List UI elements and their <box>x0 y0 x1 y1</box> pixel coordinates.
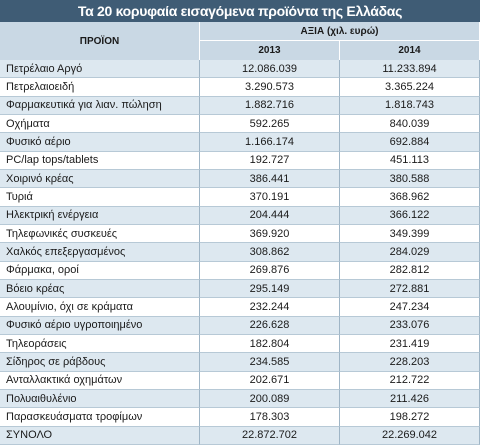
product-name: Αλουμίνιο, όχι σε κράματα <box>0 298 200 317</box>
value-2013: 178.303 <box>200 408 340 427</box>
value-2013: 3.290.573 <box>200 78 340 97</box>
product-name: PC/lap tops/tablets <box>0 151 200 170</box>
value-2013: 192.727 <box>200 151 340 170</box>
product-name: Χαλκός επεξεργασμένος <box>0 243 200 262</box>
value-2014: 451.113 <box>340 151 480 170</box>
value-2014: 11.233.894 <box>340 60 480 79</box>
value-2013: 12.086.039 <box>200 60 340 79</box>
value-2014: 272.881 <box>340 280 480 299</box>
value-2013: 204.444 <box>200 206 340 225</box>
product-name: Φυσικό αέριο <box>0 133 200 152</box>
product-name: Πετρελαιοειδή <box>0 78 200 97</box>
product-name: Παρασκευάσματα τροφίμων <box>0 408 200 427</box>
value-2014: 349.399 <box>340 225 480 244</box>
product-name: Φυσικό αέριο υγροποιημένο <box>0 316 200 335</box>
value-2014: 228.203 <box>340 353 480 372</box>
value-2014: 366.122 <box>340 206 480 225</box>
value-2013: 234.585 <box>200 353 340 372</box>
value-2013: 370.191 <box>200 188 340 207</box>
value-2014: 692.884 <box>340 133 480 152</box>
product-name: Ηλεκτρική ενέργεια <box>0 206 200 225</box>
product-name: Πετρέλαιο Αργό <box>0 60 200 79</box>
value-2014: 231.419 <box>340 335 480 354</box>
value-2013: 592.265 <box>200 115 340 134</box>
product-name: Χοιρινό κρέας <box>0 170 200 189</box>
value-2013: 1.166.174 <box>200 133 340 152</box>
year-header: 2014 <box>340 41 480 60</box>
value-2014: 282.812 <box>340 261 480 280</box>
product-name: Φαρμακευτικά για λιαν. πώληση <box>0 96 200 115</box>
value-2013: 202.671 <box>200 371 340 390</box>
value-2013: 386.441 <box>200 170 340 189</box>
product-name: Ανταλλακτικά οχημάτων <box>0 371 200 390</box>
value-2014: 368.962 <box>340 188 480 207</box>
product-name: Σίδηρος σε ράβδους <box>0 353 200 372</box>
value-2013: 269.876 <box>200 261 340 280</box>
value-2013: 232.244 <box>200 298 340 317</box>
product-name: ΣΥΝΟΛΟ <box>0 426 200 445</box>
value-2013: 182.804 <box>200 335 340 354</box>
value-2013: 22.872.702 <box>200 426 340 445</box>
product-name: Φάρμακα, οροί <box>0 261 200 280</box>
product-name: Τυριά <box>0 188 200 207</box>
value-2014: 198.272 <box>340 408 480 427</box>
value-2013: 308.862 <box>200 243 340 262</box>
year-header: 2013 <box>200 41 340 60</box>
value-2013: 369.920 <box>200 225 340 244</box>
value-2014: 380.588 <box>340 170 480 189</box>
value-header: ΑΞΙΑ (χιλ. ευρώ) <box>200 22 480 41</box>
value-2014: 212.722 <box>340 371 480 390</box>
value-2014: 22.269.042 <box>340 426 480 445</box>
value-2014: 3.365.224 <box>340 78 480 97</box>
product-name: Οχήματα <box>0 115 200 134</box>
value-2013: 295.149 <box>200 280 340 299</box>
value-2014: 233.076 <box>340 316 480 335</box>
product-name: Τηλεφωνικές συσκευές <box>0 225 200 244</box>
value-2013: 226.628 <box>200 316 340 335</box>
value-2013: 1.882.716 <box>200 96 340 115</box>
value-2014: 211.426 <box>340 390 480 409</box>
title: Τα 20 κορυφαία εισαγόμενα προϊόντα της Ε… <box>0 0 480 22</box>
product-name: Βόειο κρέας <box>0 280 200 299</box>
product-name: Τηλεοράσεις <box>0 335 200 354</box>
value-2013: 200.089 <box>200 390 340 409</box>
value-2014: 247.234 <box>340 298 480 317</box>
value-2014: 1.818.743 <box>340 96 480 115</box>
value-2014: 284.029 <box>340 243 480 262</box>
product-name: Πολυαιθυλένιο <box>0 390 200 409</box>
product-header: ΠΡΟΪΟΝ <box>0 22 200 60</box>
value-2014: 840.039 <box>340 115 480 134</box>
